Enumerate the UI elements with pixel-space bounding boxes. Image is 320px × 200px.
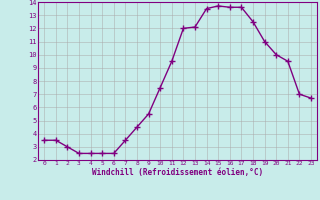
X-axis label: Windchill (Refroidissement éolien,°C): Windchill (Refroidissement éolien,°C) — [92, 168, 263, 177]
